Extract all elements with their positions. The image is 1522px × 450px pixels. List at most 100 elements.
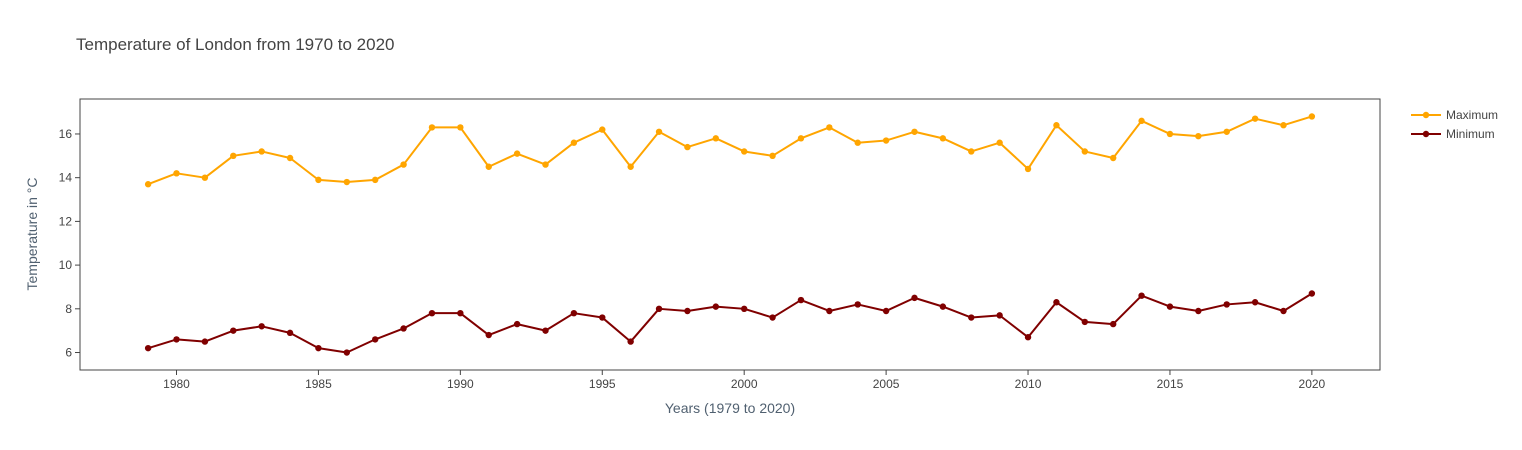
y-tick-label: 6 bbox=[65, 346, 72, 360]
x-tick-label: 1995 bbox=[589, 377, 616, 391]
data-point-maximum bbox=[457, 124, 464, 131]
data-point-maximum bbox=[826, 124, 833, 131]
data-point-maximum bbox=[1109, 154, 1117, 162]
data-point-maximum bbox=[1166, 130, 1174, 138]
data-point-maximum bbox=[1308, 113, 1316, 120]
data-point-minimum bbox=[1166, 303, 1174, 310]
data-point-minimum bbox=[882, 307, 890, 315]
data-point-maximum bbox=[258, 148, 265, 155]
data-point-minimum bbox=[201, 338, 209, 345]
data-point-minimum bbox=[144, 344, 152, 352]
y-tick-label: 8 bbox=[65, 302, 72, 316]
x-tick-label: 2020 bbox=[1299, 377, 1326, 391]
y-tick-label: 10 bbox=[59, 258, 73, 272]
data-point-minimum bbox=[655, 305, 663, 313]
data-point-minimum bbox=[1251, 299, 1259, 306]
data-point-minimum bbox=[769, 314, 776, 321]
data-point-minimum bbox=[911, 294, 918, 302]
data-point-minimum bbox=[542, 327, 549, 334]
data-point-minimum bbox=[684, 307, 691, 315]
data-point-maximum bbox=[286, 154, 294, 162]
data-point-minimum bbox=[173, 336, 180, 343]
data-point-minimum bbox=[457, 309, 464, 317]
data-point-minimum bbox=[854, 301, 861, 308]
legend-label-maximum: Maximum bbox=[1446, 108, 1498, 122]
data-point-maximum bbox=[797, 135, 805, 142]
data-point-maximum bbox=[1024, 165, 1032, 173]
x-tick-label: 2000 bbox=[731, 377, 758, 391]
data-point-minimum bbox=[400, 325, 407, 332]
data-point-minimum bbox=[968, 314, 975, 321]
data-point-maximum bbox=[173, 170, 180, 177]
data-point-maximum bbox=[400, 161, 407, 168]
data-point-minimum bbox=[513, 320, 521, 328]
data-point-minimum bbox=[371, 336, 379, 343]
data-point-minimum bbox=[428, 309, 436, 317]
legend-item-minimum[interactable]: Minimum bbox=[1411, 127, 1495, 141]
data-point-minimum bbox=[343, 349, 351, 356]
series-line-maximum bbox=[147, 115, 1313, 186]
x-tick-label: 2015 bbox=[1157, 377, 1184, 391]
data-point-maximum bbox=[939, 135, 947, 142]
data-point-minimum bbox=[740, 305, 748, 313]
data-point-minimum bbox=[230, 327, 237, 334]
data-point-maximum bbox=[1138, 117, 1145, 125]
data-point-minimum bbox=[939, 303, 947, 310]
data-point-minimum bbox=[485, 331, 492, 339]
data-point-maximum bbox=[542, 161, 549, 168]
data-point-maximum bbox=[684, 143, 691, 151]
data-point-maximum bbox=[854, 139, 861, 146]
data-point-maximum bbox=[1280, 122, 1287, 129]
x-tick-label: 2010 bbox=[1015, 377, 1042, 391]
data-point-maximum bbox=[428, 124, 436, 131]
data-point-maximum bbox=[882, 137, 890, 144]
data-point-minimum bbox=[315, 344, 322, 352]
data-point-minimum bbox=[627, 338, 634, 345]
data-point-minimum bbox=[1195, 307, 1202, 315]
data-point-minimum bbox=[1308, 290, 1316, 297]
data-point-maximum bbox=[740, 148, 748, 155]
data-point-maximum bbox=[599, 126, 606, 133]
x-tick-label: 2005 bbox=[873, 377, 900, 391]
y-tick-label: 14 bbox=[59, 171, 73, 185]
y-axis-title: Temperature in °C bbox=[24, 178, 40, 291]
data-point-maximum bbox=[1053, 122, 1060, 129]
data-point-maximum bbox=[485, 163, 492, 170]
legend-marker-minimum bbox=[1422, 130, 1430, 138]
y-tick-label: 16 bbox=[59, 127, 73, 141]
y-tick-label: 12 bbox=[59, 214, 73, 228]
legend[interactable]: Maximum Minimum bbox=[1411, 108, 1498, 141]
data-point-maximum bbox=[1251, 115, 1259, 122]
data-point-maximum bbox=[769, 152, 776, 160]
data-point-maximum bbox=[712, 135, 720, 142]
data-point-maximum bbox=[230, 152, 237, 160]
data-point-minimum bbox=[1109, 320, 1117, 328]
data-point-minimum bbox=[1024, 334, 1032, 341]
data-point-maximum bbox=[201, 174, 209, 181]
plot-area: 1980 1985 1990 1995 2000 2005 2010 2015 2020 6 8 10… bbox=[59, 98, 1381, 391]
legend-marker-maximum bbox=[1422, 111, 1430, 119]
data-point-minimum bbox=[258, 323, 265, 330]
data-point-minimum bbox=[570, 309, 578, 317]
data-point-minimum bbox=[1053, 299, 1060, 306]
chart-title: Temperature of London from 1970 to 2020 bbox=[76, 35, 395, 54]
data-point-maximum bbox=[1223, 128, 1230, 135]
data-point-maximum bbox=[144, 181, 152, 188]
data-point-minimum bbox=[1081, 318, 1089, 326]
data-point-maximum bbox=[371, 176, 379, 184]
data-point-maximum bbox=[1195, 132, 1202, 140]
legend-label-minimum: Minimum bbox=[1446, 127, 1495, 141]
data-point-minimum bbox=[1280, 307, 1287, 315]
legend-item-maximum[interactable]: Maximum bbox=[1411, 108, 1498, 122]
x-axis-title: Years (1979 to 2020) bbox=[665, 400, 795, 416]
data-point-maximum bbox=[655, 128, 663, 135]
data-point-minimum bbox=[286, 329, 294, 337]
data-point-minimum bbox=[797, 296, 805, 304]
data-point-maximum bbox=[513, 150, 521, 157]
data-point-minimum bbox=[1223, 301, 1230, 308]
plot-frame bbox=[79, 98, 1381, 371]
x-tick-label: 1980 bbox=[163, 377, 190, 391]
data-point-maximum bbox=[911, 128, 918, 135]
data-point-maximum bbox=[570, 139, 578, 146]
